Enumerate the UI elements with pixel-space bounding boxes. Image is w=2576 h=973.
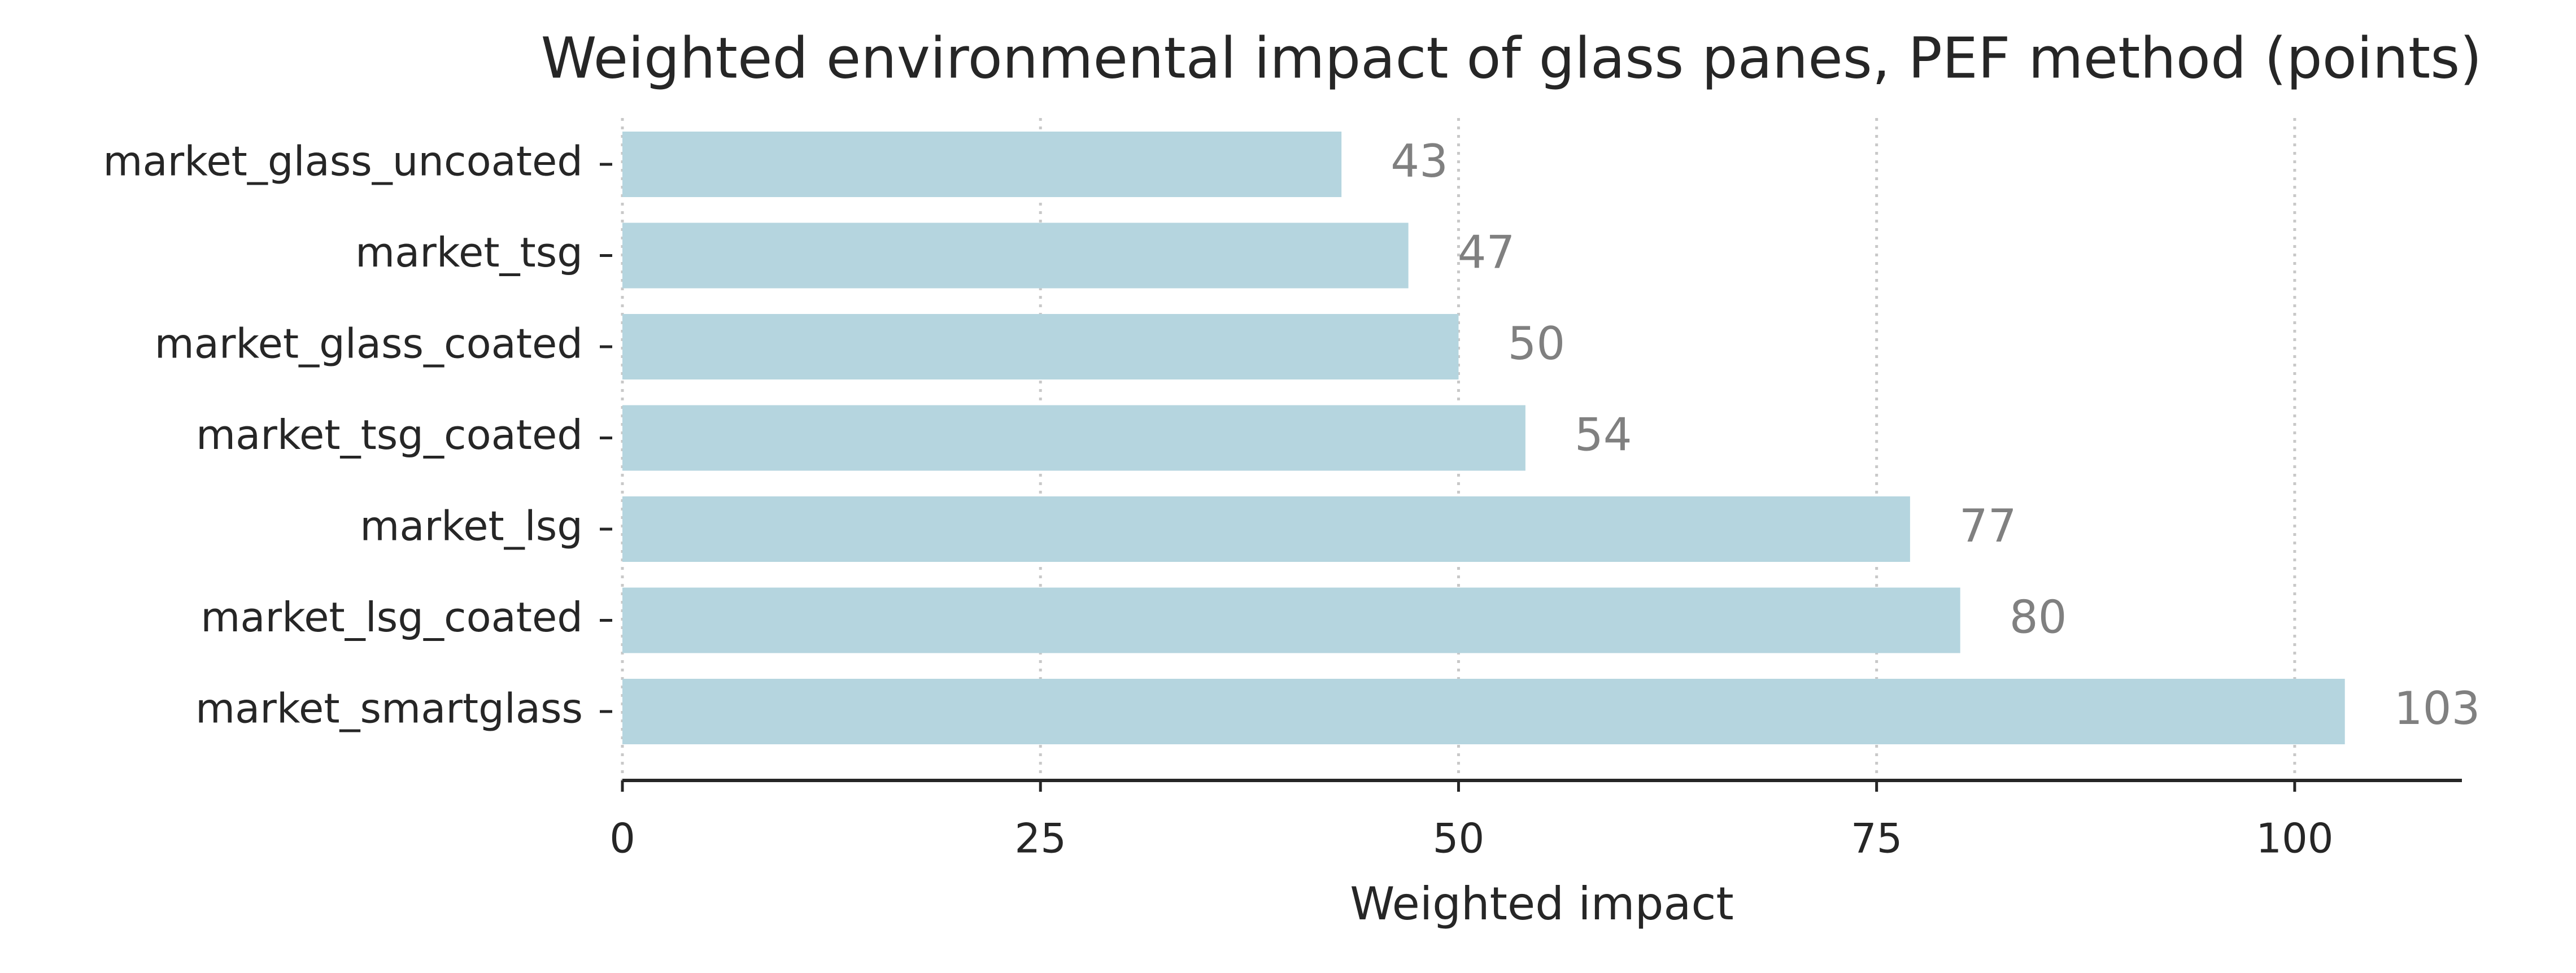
x-axis-label: Weighted impact xyxy=(1350,878,1733,930)
value-label: 80 xyxy=(2010,591,2067,643)
bar xyxy=(622,405,1525,471)
bar xyxy=(622,679,2345,744)
x-tick-label: 0 xyxy=(609,815,635,862)
y-tick-label: market_glass_uncoated xyxy=(103,138,583,185)
x-tick-label: 25 xyxy=(1014,815,1066,862)
y-tick-label: market_lsg xyxy=(360,503,583,550)
x-tick-label: 75 xyxy=(1851,815,1903,862)
bar xyxy=(622,314,1459,379)
bar xyxy=(622,496,1910,562)
value-label: 47 xyxy=(1458,226,1515,278)
value-label: 43 xyxy=(1391,135,1448,187)
x-tick-label: 100 xyxy=(2256,815,2333,862)
value-label: 50 xyxy=(1507,317,1565,370)
y-tick-label: market_smartglass xyxy=(195,685,583,732)
y-tick-label: market_tsg_coated xyxy=(196,411,583,459)
y-tick-label: market_lsg_coated xyxy=(200,594,583,641)
bar xyxy=(622,132,1342,197)
value-label: 103 xyxy=(2394,682,2481,735)
x-tick-label: 50 xyxy=(1433,815,1485,862)
bar xyxy=(622,222,1409,289)
value-label: 77 xyxy=(1959,500,2017,552)
chart-title: Weighted environmental impact of glass p… xyxy=(541,25,2482,91)
y-tick-label: market_tsg xyxy=(355,229,583,276)
bar xyxy=(622,587,1960,653)
value-label: 54 xyxy=(1575,408,1632,461)
y-tick-label: market_glass_coated xyxy=(155,320,583,368)
